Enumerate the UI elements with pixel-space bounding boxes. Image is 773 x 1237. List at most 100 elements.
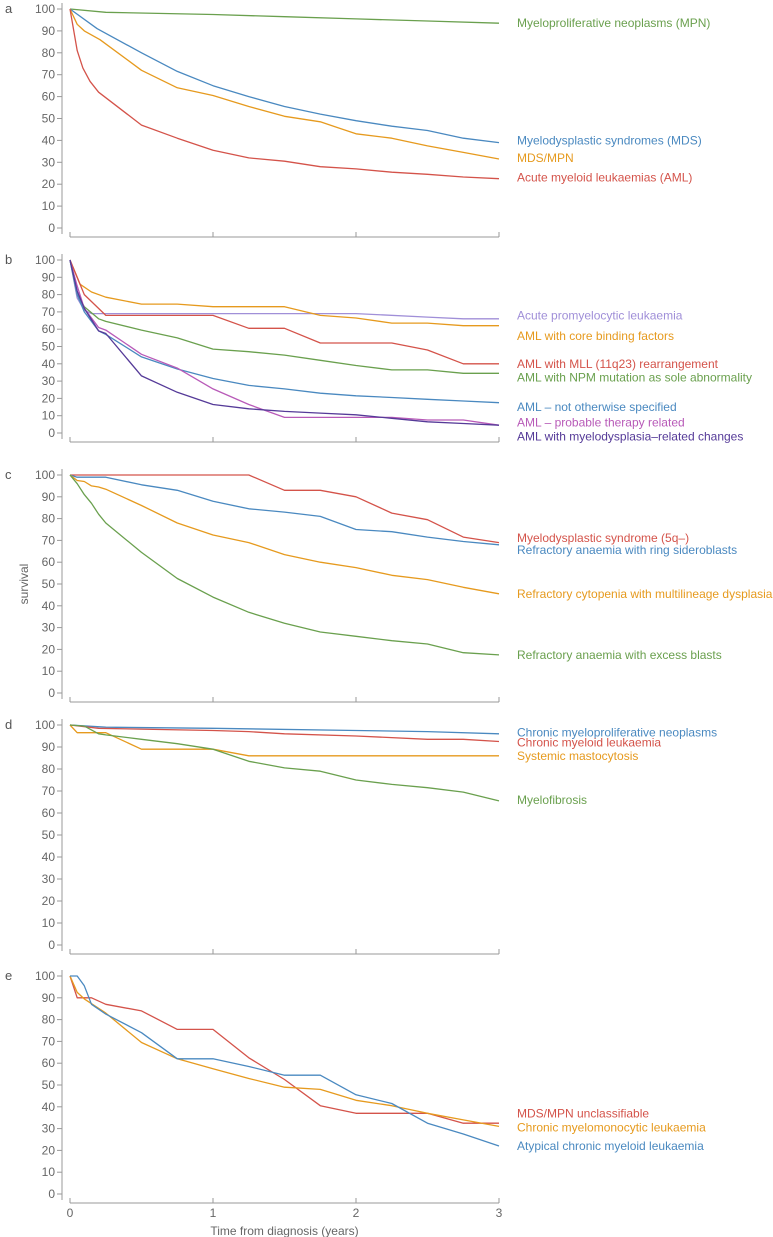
series-line [70, 975, 500, 1147]
series-line [69, 975, 500, 1128]
y-tick-label: 30 [42, 374, 56, 388]
y-tick-label: 80 [42, 512, 56, 526]
x-tick-label: 2 [353, 1206, 360, 1220]
y-tick-label: 100 [35, 969, 55, 983]
series-line [69, 474, 500, 595]
y-tick-label: 40 [42, 357, 56, 371]
y-tick-label: 0 [48, 221, 55, 235]
y-tick-label: 0 [48, 426, 55, 440]
panel-letter: c [5, 467, 12, 482]
x-tick-label: 3 [496, 1206, 503, 1220]
series-label: Refractory anaemia with excess blasts [517, 648, 722, 662]
y-tick-label: 70 [42, 1034, 56, 1048]
panel-letter: d [5, 717, 12, 732]
series-line [70, 474, 500, 544]
series-line [69, 724, 500, 735]
series-line [69, 259, 499, 327]
y-tick-label: 60 [42, 1056, 56, 1070]
y-tick-label: 50 [42, 112, 56, 126]
y-tick-label: 50 [42, 340, 56, 354]
y-tick-label: 20 [42, 642, 56, 656]
y-tick-label: 90 [42, 24, 56, 38]
x-axis-label: Time from diagnosis (years) [210, 1224, 358, 1237]
series-label: Refractory anaemia with ring sideroblast… [517, 543, 737, 557]
y-tick-label: 0 [48, 938, 55, 952]
series-label: Atypical chronic myeloid leukaemia [517, 1139, 704, 1153]
y-tick-label: 60 [42, 555, 56, 569]
series-line [69, 724, 499, 757]
y-tick-label: 70 [42, 68, 56, 82]
y-axis-label: survival [17, 564, 31, 605]
series-line [69, 259, 500, 404]
y-tick-label: 50 [42, 1078, 56, 1092]
y-tick-label: 40 [42, 850, 56, 864]
panel-letter: b [5, 252, 12, 267]
y-tick-label: 70 [42, 305, 56, 319]
y-tick-label: 60 [42, 322, 56, 336]
series-line [69, 259, 499, 365]
x-tick-label: 0 [67, 1206, 74, 1220]
series-line [69, 724, 500, 802]
series-line [69, 8, 500, 144]
series-label: Chronic myeloid leukaemia [517, 736, 661, 750]
y-tick-label: 10 [42, 664, 56, 678]
y-tick-label: 10 [42, 1165, 56, 1179]
y-tick-label: 0 [48, 1187, 55, 1201]
series-label: Refractory cytopenia with multilineage d… [517, 587, 773, 601]
series-line [69, 474, 500, 656]
series-line [69, 259, 500, 426]
y-tick-label: 40 [42, 1100, 56, 1114]
y-tick-label: 80 [42, 46, 56, 60]
series-line [69, 259, 499, 374]
y-tick-label: 10 [42, 409, 56, 423]
series-label: Acute myeloid leukaemias (AML) [517, 171, 692, 185]
series-label: AML – not otherwise specified [517, 400, 677, 414]
y-tick-label: 80 [42, 288, 56, 302]
y-tick-label: 10 [42, 199, 56, 213]
y-tick-label: 10 [42, 916, 56, 930]
y-tick-label: 60 [42, 806, 56, 820]
y-tick-label: 0 [48, 686, 55, 700]
y-tick-label: 50 [42, 577, 56, 591]
y-tick-label: 60 [42, 90, 56, 104]
y-tick-label: 90 [42, 740, 56, 754]
y-tick-label: 30 [42, 1122, 56, 1136]
y-tick-label: 80 [42, 762, 56, 776]
series-label: Myelodysplastic syndromes (MDS) [517, 133, 702, 147]
y-tick-label: 30 [42, 621, 56, 635]
series-label: Systemic mastocytosis [517, 749, 638, 763]
series-line [69, 8, 500, 160]
y-tick-label: 20 [42, 177, 56, 191]
series-label: MDS/MPN unclassifiable [517, 1106, 649, 1120]
series-line [69, 8, 500, 24]
y-tick-label: 90 [42, 991, 56, 1005]
series-label: Chronic myeloproliferative neoplasms [517, 726, 717, 740]
panel-letter: e [5, 968, 12, 983]
y-tick-label: 20 [42, 1143, 56, 1157]
series-label: Myeloproliferative neoplasms (MPN) [517, 16, 710, 30]
y-tick-label: 100 [35, 2, 55, 16]
series-label: Myelofibrosis [517, 793, 587, 807]
series-line [69, 259, 499, 320]
y-tick-label: 70 [42, 784, 56, 798]
panel-letter: a [5, 1, 13, 16]
y-tick-label: 20 [42, 391, 56, 405]
series-line [69, 975, 499, 1124]
y-tick-label: 90 [42, 490, 56, 504]
series-line [69, 474, 500, 546]
series-label: AML with myelodysplasia–related changes [517, 429, 743, 443]
series-line [69, 259, 500, 426]
x-tick-label: 1 [210, 1206, 217, 1220]
series-line [69, 724, 500, 743]
series-label: AML with MLL (11q23) rearrangement [517, 357, 719, 371]
series-label: AML – probable therapy related [517, 416, 685, 430]
y-tick-label: 40 [42, 133, 56, 147]
y-tick-label: 70 [42, 533, 56, 547]
series-label: MDS/MPN [517, 151, 574, 165]
series-label: Myelodysplastic syndrome (5q–) [517, 531, 689, 545]
y-tick-label: 40 [42, 599, 56, 613]
y-tick-label: 30 [42, 155, 56, 169]
series-label: AML with NPM mutation as sole abnormalit… [517, 371, 752, 385]
series-line [69, 8, 500, 180]
